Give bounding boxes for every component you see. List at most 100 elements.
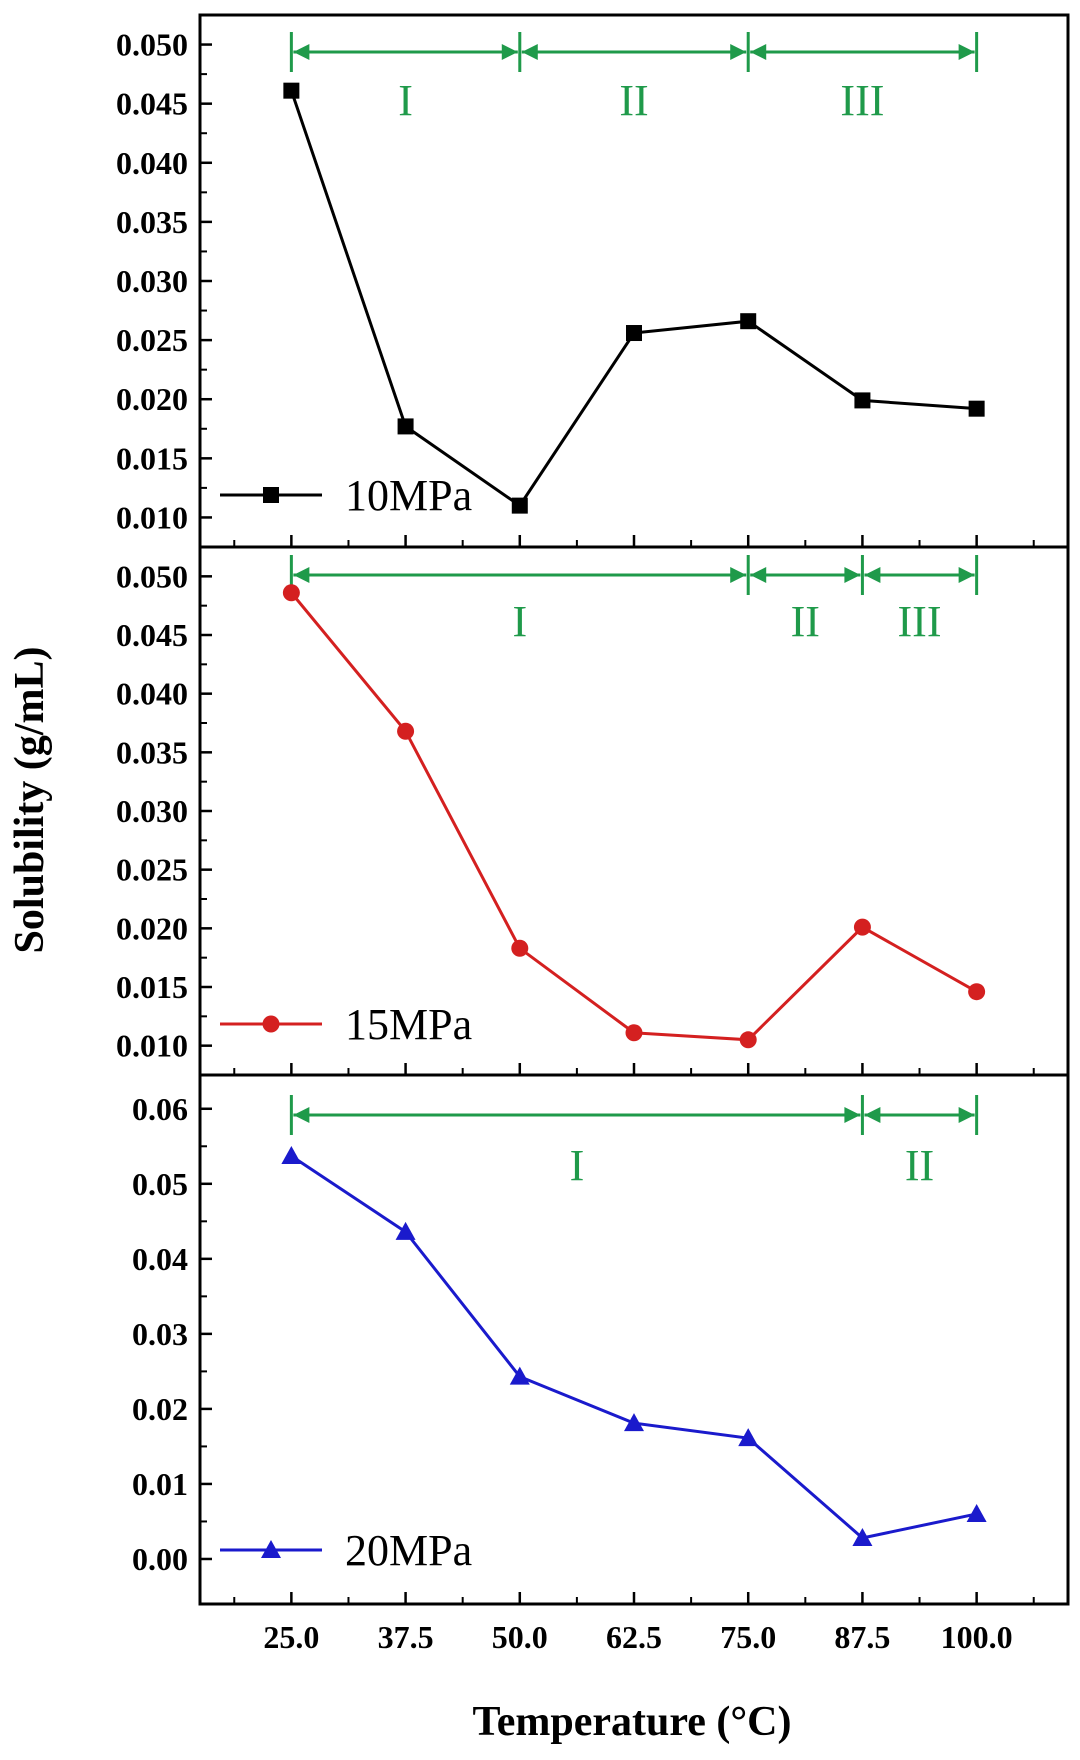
series-line-15MPa (290, 591, 978, 1042)
y-tick-label: 0.045 (116, 86, 188, 122)
data-point (968, 400, 985, 417)
x-tick-label: 50.0 (492, 1619, 548, 1655)
x-tick-label: 75.0 (720, 1619, 776, 1655)
panel-15MPa: 0.010 0.015 0.020 0.025 0.030 0.035 0.040 0.045… (116, 545, 1070, 1077)
region-label: II (619, 76, 648, 125)
legend-label: 20MPa (345, 1526, 472, 1575)
y-tick-label: 0.045 (116, 617, 188, 653)
y-tick-label: 0.050 (116, 558, 188, 594)
region-annotations: I II III (289, 32, 979, 125)
data-point (625, 1024, 643, 1042)
region-arrowhead (958, 44, 975, 60)
data-point (968, 983, 986, 1001)
y-tick-label: 0.01 (132, 1466, 188, 1502)
region-label: II (791, 597, 820, 646)
legend-marker (262, 1015, 280, 1033)
y-tick-label: 0.05 (132, 1166, 188, 1202)
data-point (509, 1366, 530, 1385)
y-tick-label: 0.020 (116, 910, 188, 946)
y-tick-label: 0.025 (116, 322, 188, 358)
data-point (397, 418, 414, 435)
y-tick-label: 0.03 (132, 1316, 188, 1352)
y-tick-label: 0.020 (116, 381, 188, 417)
region-arrowhead (958, 567, 975, 583)
series-line-20MPa (290, 1154, 977, 1540)
data-point (966, 1503, 987, 1522)
region-label: I (570, 1141, 585, 1190)
y-tick-label: 0.015 (116, 440, 188, 476)
y-tick-label: 0.040 (116, 145, 188, 181)
region-arrowhead (501, 44, 518, 60)
x-tick-label: 100.0 (941, 1619, 1013, 1655)
y-tick-label: 0.02 (132, 1391, 188, 1427)
region-arrowhead (293, 44, 310, 60)
data-point (397, 722, 415, 740)
region-arrowhead (750, 567, 767, 583)
data-point (740, 313, 757, 330)
y-tick-label: 0.040 (116, 676, 188, 712)
region-arrowhead (750, 44, 767, 60)
y-tick-label: 0.00 (132, 1541, 188, 1577)
data-point (738, 1428, 759, 1447)
region-arrowhead (864, 1107, 881, 1123)
region-label: I (512, 597, 527, 646)
region-annotations: I II III (289, 555, 979, 646)
region-arrowhead (293, 1107, 310, 1123)
legend-label: 15MPa (345, 1000, 472, 1049)
y-tick-label: 0.010 (116, 499, 188, 535)
legend: 15MPa (220, 1000, 472, 1049)
region-arrowhead (293, 567, 310, 583)
region-arrowhead (730, 44, 747, 60)
x-tick-label: 87.5 (834, 1619, 890, 1655)
region-label: III (898, 597, 942, 646)
region-arrowhead (958, 1107, 975, 1123)
x-tick-label: 37.5 (378, 1619, 434, 1655)
data-point (624, 1413, 644, 1432)
data-point (282, 584, 300, 602)
data-point (511, 497, 528, 514)
data-point (281, 1146, 302, 1165)
x-axis-title: Temperature (°C) (473, 1699, 792, 1745)
legend-marker (263, 487, 279, 503)
legend-label: 10MPa (345, 471, 472, 520)
region-arrowhead (864, 567, 881, 583)
region-arrowhead (730, 567, 747, 583)
x-tick-label: 25.0 (263, 1619, 319, 1655)
data-point (739, 1031, 757, 1049)
y-tick-label: 0.025 (116, 852, 188, 888)
data-point (283, 82, 300, 99)
region-arrowhead (844, 567, 861, 583)
y-tick-label: 0.04 (132, 1241, 188, 1277)
region-label: II (905, 1141, 934, 1190)
x-tick-label: 62.5 (606, 1619, 662, 1655)
region-arrowhead (844, 1107, 861, 1123)
y-tick-label: 0.035 (116, 204, 188, 240)
region-annotations: I II (289, 1095, 979, 1190)
data-point (395, 1221, 416, 1240)
y-tick-label: 0.015 (116, 969, 188, 1005)
panel-frame (198, 1073, 1070, 1606)
y-axis-title: Solubility (g/mL) (7, 647, 53, 954)
y-tick-label: 0.06 (132, 1091, 188, 1127)
series-line-10MPa (289, 90, 977, 508)
y-tick-label: 0.035 (116, 734, 188, 770)
legend: 20MPa (220, 1526, 472, 1575)
region-label: I (398, 76, 413, 125)
data-point (511, 939, 529, 957)
legend: 10MPa (220, 471, 472, 520)
panels-layer: 0.010 0.015 0.020 0.025 0.030 0.035 0.040 0.045… (116, 13, 1070, 1606)
panel-10MPa: 0.010 0.015 0.020 0.025 0.030 0.035 0.040 0.045… (116, 13, 1070, 549)
legend-marker (261, 1540, 281, 1558)
y-tick-label: 0.030 (116, 793, 188, 829)
y-tick-label: 0.030 (116, 263, 188, 299)
region-label: III (840, 76, 884, 125)
x-axis: 25.0 37.5 50.0 62.5 75.0 87.5 100.0 (263, 1619, 1012, 1655)
data-point (852, 1527, 873, 1546)
region-arrowhead (521, 44, 538, 60)
y-tick-label: 0.010 (116, 1028, 188, 1064)
data-point (626, 325, 642, 342)
data-point (853, 918, 871, 936)
data-point (854, 392, 871, 409)
